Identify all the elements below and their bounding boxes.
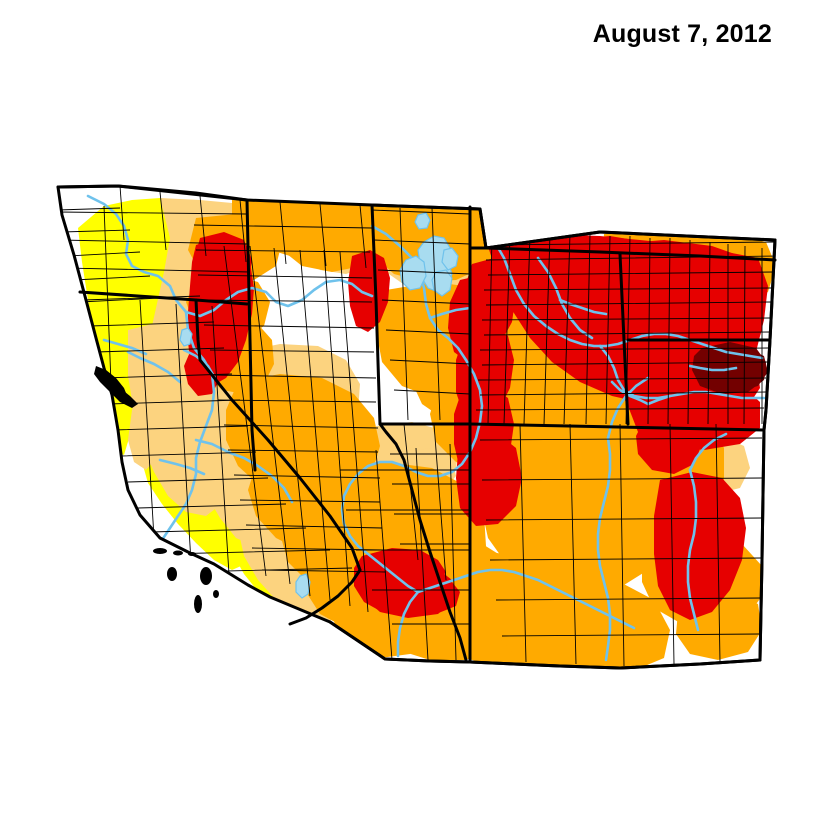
rio-grande xyxy=(596,436,612,662)
salton-sea xyxy=(295,573,311,599)
border-id-mt xyxy=(370,203,482,211)
rio-grande-upper xyxy=(606,376,650,440)
arkansas-upper xyxy=(610,380,650,406)
border-ca-az-south xyxy=(288,568,362,626)
border-east-edge xyxy=(762,238,777,432)
border-nv-ut xyxy=(370,203,382,426)
channel-islands xyxy=(94,366,219,613)
green-river xyxy=(438,358,484,478)
south-platte-river xyxy=(598,344,672,400)
columbia-river xyxy=(86,194,374,318)
lake-coeur-dalene xyxy=(414,212,431,230)
border-ne-sd xyxy=(598,230,777,242)
hydrography xyxy=(86,194,766,662)
utah-lake xyxy=(431,269,453,297)
great-salt-lake-west xyxy=(399,255,427,291)
border-south-mexico xyxy=(328,620,622,670)
bear-lake xyxy=(441,247,459,271)
border-ca-nv xyxy=(194,298,362,572)
platte-river xyxy=(640,332,764,360)
tributary-a xyxy=(158,458,206,476)
colorado-river xyxy=(340,460,442,594)
pecos-river xyxy=(686,468,700,632)
page-title: August 7, 2012 xyxy=(592,20,772,48)
border-co-nm-ok xyxy=(468,422,766,432)
border-co-ne-ks xyxy=(618,252,630,426)
border-az-ca-south xyxy=(378,422,468,662)
snake-river xyxy=(370,224,468,362)
feather-river xyxy=(194,438,294,504)
arkansas-river xyxy=(646,390,766,406)
border-wy-co xyxy=(484,246,777,262)
lake-tahoe xyxy=(179,327,193,347)
border-nm-tx xyxy=(758,428,766,662)
border-wa-or xyxy=(56,184,249,202)
border-nm-south xyxy=(618,658,762,670)
state-boundaries xyxy=(56,184,777,670)
border-nv-id-ut-upper xyxy=(245,198,257,472)
platte-tributary xyxy=(558,298,608,316)
tributary-c xyxy=(126,350,182,384)
santa-cruz-river xyxy=(396,590,420,658)
